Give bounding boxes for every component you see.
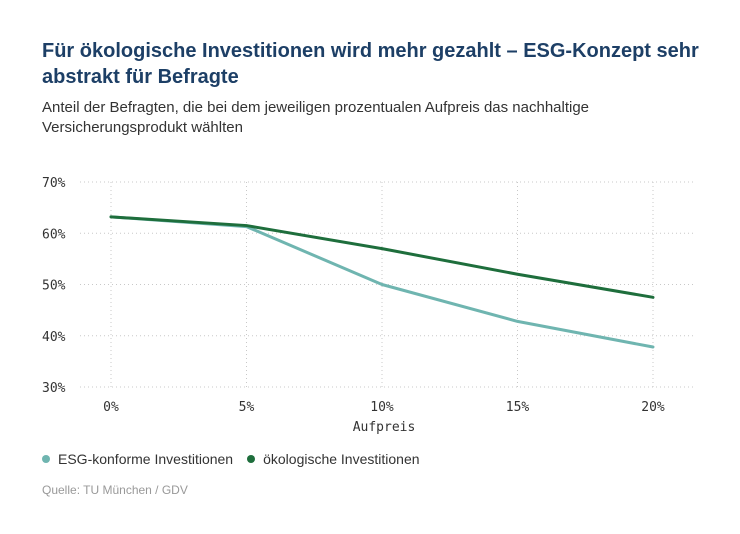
x-tick-label: 15% [506, 400, 530, 415]
legend-label-esg: ESG-konforme Investitionen [58, 451, 234, 467]
series-line-0 [109, 215, 655, 349]
y-tick-label: 60% [42, 227, 66, 242]
y-tick-label: 50% [42, 279, 66, 294]
x-tick-label: 0% [103, 400, 119, 415]
y-tick-label: 40% [42, 330, 66, 345]
chart-title: Für ökologische Investitionen wird mehr … [42, 40, 699, 88]
legend-marker-oekologisch [247, 455, 256, 463]
legend-item-esg: ESG-konforme Investitionen [42, 451, 233, 467]
legend-marker-esg [42, 455, 50, 463]
chart-legend: ESG-konforme Investitionen ökologische I… [42, 451, 420, 467]
chart-subtitle: Anteil der Befragten, die bei dem jeweil… [42, 99, 590, 136]
y-tick-label: 70% [42, 176, 66, 191]
legend-item-oekologisch: ökologische Investitionen [247, 451, 420, 467]
source-note: Quelle: TU München / GDV [42, 483, 188, 497]
x-tick-label: 20% [641, 400, 665, 415]
line-chart: 30% 40% 50% 60% 70% 0% 5% 10% 15% 20% Aufpreis [42, 176, 695, 435]
x-tick-label: 10% [370, 400, 394, 415]
x-axis-label: Aufpreis [353, 420, 416, 435]
series-line-1 [109, 215, 655, 299]
legend-label-oekologisch: ökologische Investitionen [263, 451, 420, 467]
y-tick-label: 30% [42, 381, 66, 396]
x-tick-label: 5% [239, 400, 255, 415]
